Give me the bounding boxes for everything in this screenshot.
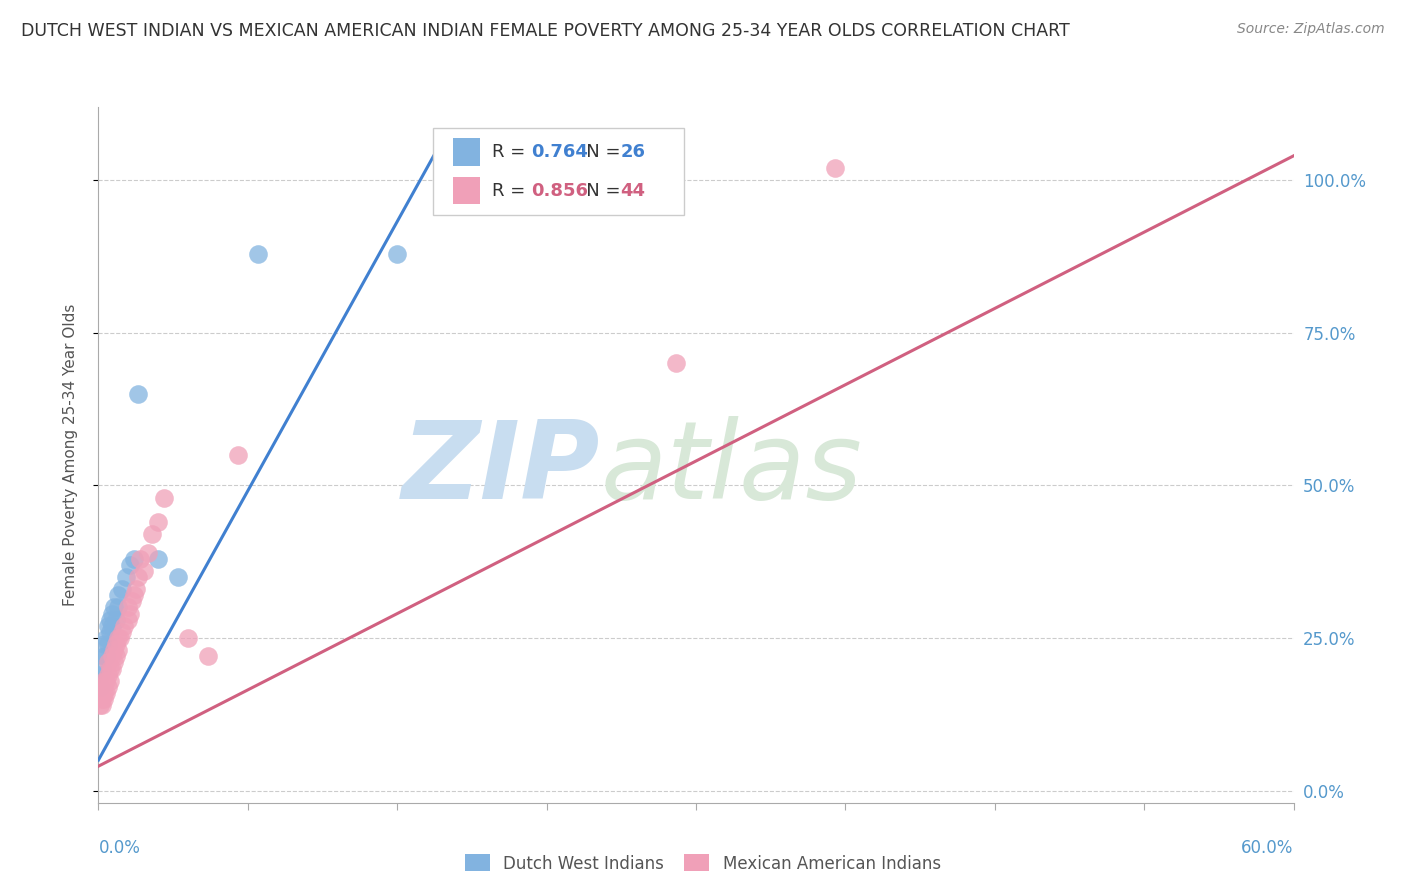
Point [111,624,134,639]
Point [148,515,170,529]
Text: 26: 26 [620,144,645,161]
Text: ZIP: ZIP [402,416,600,522]
Bar [453,138,479,166]
Point [110,631,132,645]
Text: 0.856: 0.856 [531,182,588,200]
Point [100,624,122,639]
Point [665,356,688,370]
Point [89,667,111,681]
Point [136,545,159,559]
Point [103,643,125,657]
Point [824,161,846,175]
Point [107,631,129,645]
Point [89,686,111,700]
Point [107,588,129,602]
FancyBboxPatch shape [433,128,685,215]
Point [91,692,114,706]
Point [117,600,139,615]
Point [127,570,149,584]
Point [100,661,122,675]
Point [148,551,170,566]
Point [385,246,409,260]
Point [107,643,129,657]
Point [101,607,124,621]
Point [97,637,120,651]
Point [93,649,115,664]
Text: 0.0%: 0.0% [98,839,141,857]
Point [177,631,200,645]
Point [103,600,125,615]
Point [112,619,135,633]
Point [120,558,142,572]
Point [115,570,138,584]
Point [107,600,129,615]
Point [246,246,269,260]
Text: R =: R = [492,144,530,161]
Point [93,686,115,700]
Point [197,649,219,664]
Point [105,637,128,651]
Point [103,656,125,670]
Point [100,673,122,688]
Point [111,582,134,597]
Point [125,582,148,597]
Text: 44: 44 [620,182,645,200]
Point [129,551,152,566]
Point [89,698,111,713]
Text: N =: N = [569,144,627,161]
Point [91,680,114,694]
Point [141,527,163,541]
Text: Source: ZipAtlas.com: Source: ZipAtlas.com [1237,22,1385,37]
Point [97,619,120,633]
Point [105,613,128,627]
Point [91,661,114,675]
Point [97,656,120,670]
Point [134,564,156,578]
Point [127,387,149,401]
Point [124,551,146,566]
Point [96,631,118,645]
Point [91,698,114,713]
Point [89,680,111,694]
Text: atlas: atlas [600,417,862,521]
Point [96,673,118,688]
Legend: Dutch West Indians, Mexican American Indians: Dutch West Indians, Mexican American Ind… [458,847,948,880]
Point [101,619,124,633]
Point [96,686,118,700]
Y-axis label: Female Poverty Among 25-34 Year Olds: Female Poverty Among 25-34 Year Olds [63,304,77,606]
Text: N =: N = [569,182,627,200]
Point [124,588,146,602]
Point [101,649,124,664]
Point [117,613,139,627]
Bar [453,177,479,204]
Point [121,594,143,608]
Point [101,661,124,675]
Text: 0.764: 0.764 [531,144,588,161]
Point [93,692,115,706]
Text: DUTCH WEST INDIAN VS MEXICAN AMERICAN INDIAN FEMALE POVERTY AMONG 25-34 YEAR OLD: DUTCH WEST INDIAN VS MEXICAN AMERICAN IN… [21,22,1070,40]
Point [96,649,118,664]
Text: R =: R = [492,182,530,200]
Point [93,637,115,651]
Point [97,680,120,694]
Point [97,667,120,681]
Point [167,570,190,584]
Text: 60.0%: 60.0% [1241,839,1294,857]
Point [153,491,176,505]
Point [100,613,122,627]
Point [93,673,115,688]
Point [226,448,249,462]
Point [120,607,142,621]
Point [105,649,128,664]
